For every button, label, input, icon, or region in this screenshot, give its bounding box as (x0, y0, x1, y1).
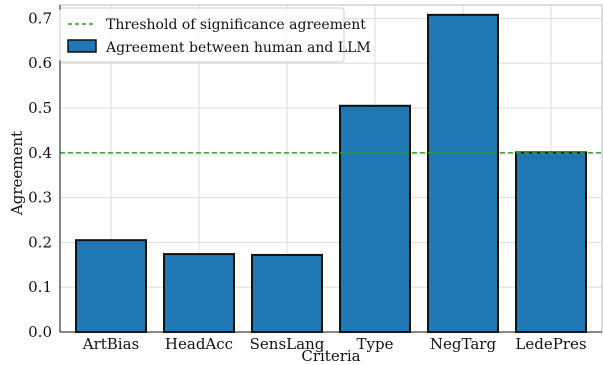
y-axis-title: Agreement (8, 131, 26, 216)
y-tick-label: 0.1 (28, 278, 52, 296)
bar-senslang (251, 253, 323, 334)
y-tick-label: 0.6 (28, 54, 52, 72)
x-tick-label: LedePres (515, 335, 586, 353)
y-tick-label: 0.4 (28, 144, 52, 162)
y-tick-label: 0.5 (28, 99, 52, 117)
x-tick-label: Type (357, 335, 394, 353)
y-tick-label: 0.7 (28, 9, 52, 27)
legend: Threshold of significance agreement Agre… (59, 7, 371, 63)
y-tick-label: 0.2 (28, 233, 52, 251)
x-tick-label: HeadAcc (165, 335, 233, 353)
bar-headacc (163, 253, 235, 334)
tick-labels: 0.0 0.1 0.2 0.3 0.4 0.5 0.6 0.7 ArtBias HeadAcc Se… (28, 9, 586, 353)
bars (75, 13, 587, 334)
y-tick-label: 0.3 (28, 189, 52, 207)
bar-negtarg (427, 13, 499, 333)
x-tick-label: ArtBias (82, 335, 140, 353)
legend-bar-swatch (67, 39, 97, 53)
bar-ledepres (515, 151, 587, 333)
legend-series-label: Agreement between human and LLM (105, 40, 371, 56)
bar-artbias (75, 239, 147, 333)
x-axis-title: Criteria (301, 347, 360, 365)
x-tick-label: SensLang (250, 335, 325, 353)
y-tick-label: 0.0 (28, 323, 52, 341)
legend-threshold-label: Threshold of significance agreement (106, 17, 366, 33)
legend-box (59, 7, 345, 63)
x-tick-label: NegTarg (430, 335, 497, 353)
bar-type (339, 104, 411, 333)
